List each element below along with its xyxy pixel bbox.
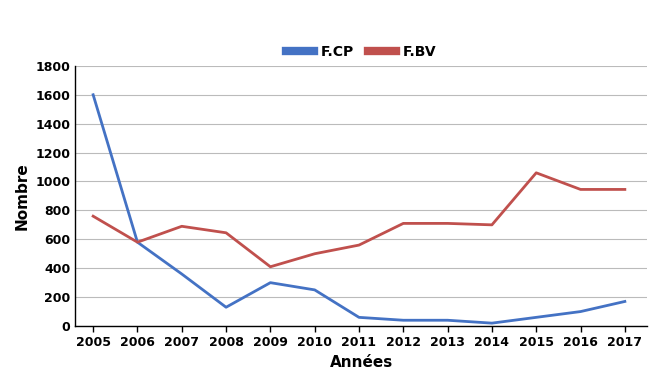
F.CP (488, 321, 496, 325)
F.BV (355, 243, 363, 248)
F.CP (355, 315, 363, 320)
F.CP (310, 288, 318, 292)
F.BV (178, 224, 186, 229)
Legend: F.CP, F.BV: F.CP, F.BV (281, 39, 442, 64)
F.CP (266, 280, 274, 285)
F.BV (532, 171, 540, 175)
F.BV (399, 221, 407, 226)
F.BV (222, 231, 230, 235)
F.CP (89, 92, 97, 97)
F.CP (222, 305, 230, 310)
F.BV (444, 221, 451, 226)
F.BV (266, 264, 274, 269)
F.CP (532, 315, 540, 320)
Line: F.CP: F.CP (93, 95, 625, 323)
F.BV (89, 214, 97, 218)
Y-axis label: Nombre: Nombre (15, 162, 30, 230)
F.CP (134, 240, 142, 244)
F.BV (310, 251, 318, 256)
F.CP (178, 272, 186, 276)
F.BV (621, 187, 629, 192)
F.BV (488, 223, 496, 227)
Line: F.BV: F.BV (93, 173, 625, 267)
F.CP (399, 318, 407, 323)
X-axis label: Années: Années (330, 355, 393, 370)
F.CP (444, 318, 451, 323)
F.BV (577, 187, 585, 192)
F.CP (577, 309, 585, 314)
F.CP (621, 299, 629, 304)
F.BV (134, 240, 142, 244)
